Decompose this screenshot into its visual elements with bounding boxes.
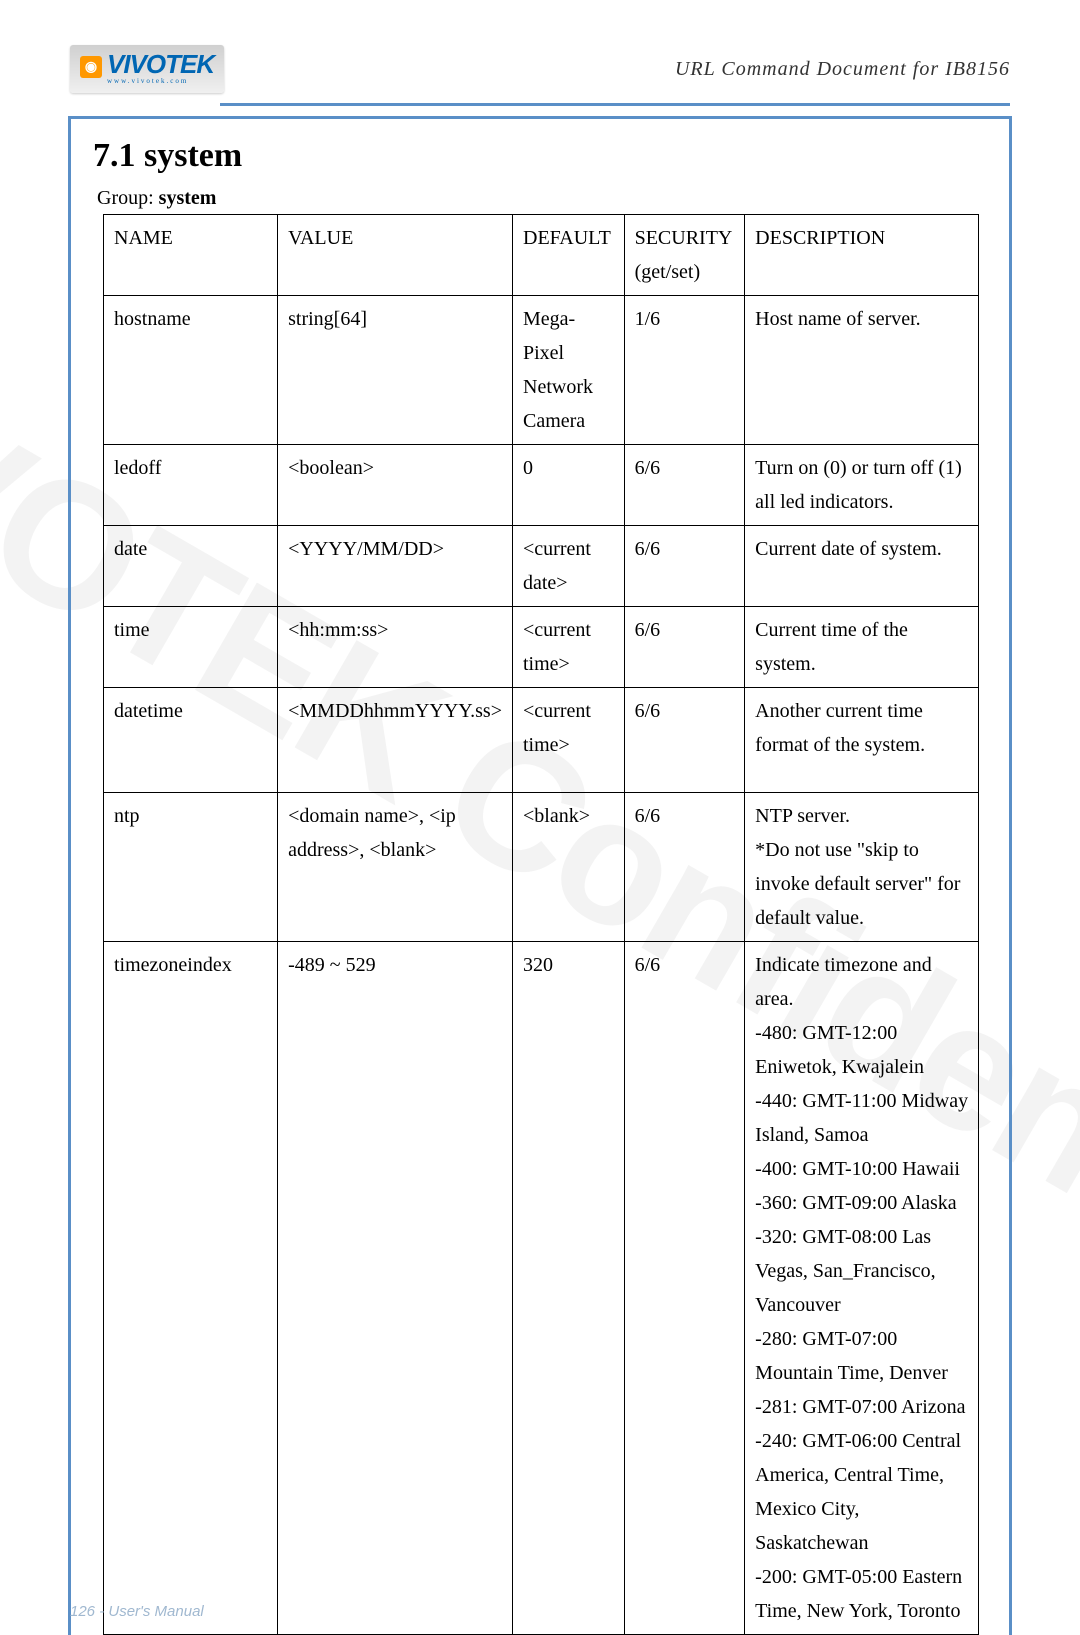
cell-name: timezoneindex [104,942,278,1635]
cell-default: <blank> [513,793,625,942]
table-header-row: NAME VALUE DEFAULT SECURITY (get/set) DE… [104,215,979,296]
cell-description: NTP server. *Do not use "skip to invoke … [745,793,979,942]
section-heading: 7.1 system [93,137,987,175]
cell-value: <YYYY/MM/DD> [278,526,513,607]
cell-security: 6/6 [624,793,745,942]
table-row: date <YYYY/MM/DD> <current date> 6/6 Cur… [104,526,979,607]
cell-default: 320 [513,942,625,1635]
cell-description: Another current time format of the syste… [745,688,979,793]
page-footer: 126 - User's Manual [70,1603,204,1620]
logo-brand-name: VIVOTEK [107,49,214,80]
table-row: time <hh:mm:ss> <current time> 6/6 Curre… [104,607,979,688]
header-name: NAME [104,215,278,296]
cell-name: ledoff [104,445,278,526]
cell-name: date [104,526,278,607]
cell-value: <hh:mm:ss> [278,607,513,688]
group-name: system [159,187,217,209]
table-row: datetime <MMDDhhmmYYYY.ss> <current time… [104,688,979,793]
header-divider [220,103,1010,106]
cell-description: Current date of system. [745,526,979,607]
cell-value: <MMDDhhmmYYYY.ss> [278,688,513,793]
page-header: ◉ VIVOTEK www.vivotek.com URL Command Do… [0,0,1080,103]
table-row: ledoff <boolean> 0 6/6 Turn on (0) or tu… [104,445,979,526]
group-prefix: Group: [97,187,159,209]
parameters-table: NAME VALUE DEFAULT SECURITY (get/set) DE… [103,214,979,1635]
content-frame: 7.1 system Group: system NAME VALUE DEFA… [68,116,1012,1635]
cell-name: ntp [104,793,278,942]
cell-security: 6/6 [624,942,745,1635]
header-value: VALUE [278,215,513,296]
header-description: DESCRIPTION [745,215,979,296]
cell-security: 6/6 [624,445,745,526]
cell-default: 0 [513,445,625,526]
cell-value: <boolean> [278,445,513,526]
brand-logo: ◉ VIVOTEK www.vivotek.com [70,45,224,93]
table-body: hostname string[64] Mega-Pixel Network C… [104,296,979,1635]
cell-default: <current date> [513,526,625,607]
header-security: SECURITY (get/set) [624,215,745,296]
cell-description: Turn on (0) or turn off (1) all led indi… [745,445,979,526]
cell-description: Current time of the system. [745,607,979,688]
header-default: DEFAULT [513,215,625,296]
table-row: hostname string[64] Mega-Pixel Network C… [104,296,979,445]
cell-name: hostname [104,296,278,445]
cell-name: time [104,607,278,688]
logo-text-wrapper: VIVOTEK www.vivotek.com [107,49,214,85]
cell-default: <current time> [513,688,625,793]
cell-security: 6/6 [624,607,745,688]
document-title: URL Command Document for IB8156 [675,58,1010,81]
cell-value: <domain name>, <ip address>, <blank> [278,793,513,942]
cell-value: -489 ~ 529 [278,942,513,1635]
cell-security: 1/6 [624,296,745,445]
cell-security: 6/6 [624,526,745,607]
table-row: ntp <domain name>, <ip address>, <blank>… [104,793,979,942]
group-label: Group: system [97,187,987,210]
cell-security: 6/6 [624,688,745,793]
cell-default: Mega-Pixel Network Camera [513,296,625,445]
table-row: timezoneindex -489 ~ 529 320 6/6 Indicat… [104,942,979,1635]
logo-icon: ◉ [80,56,102,78]
cell-default: <current time> [513,607,625,688]
cell-value: string[64] [278,296,513,445]
cell-name: datetime [104,688,278,793]
cell-description: Indicate timezone and area. -480: GMT-12… [745,942,979,1635]
cell-description: Host name of server. [745,296,979,445]
